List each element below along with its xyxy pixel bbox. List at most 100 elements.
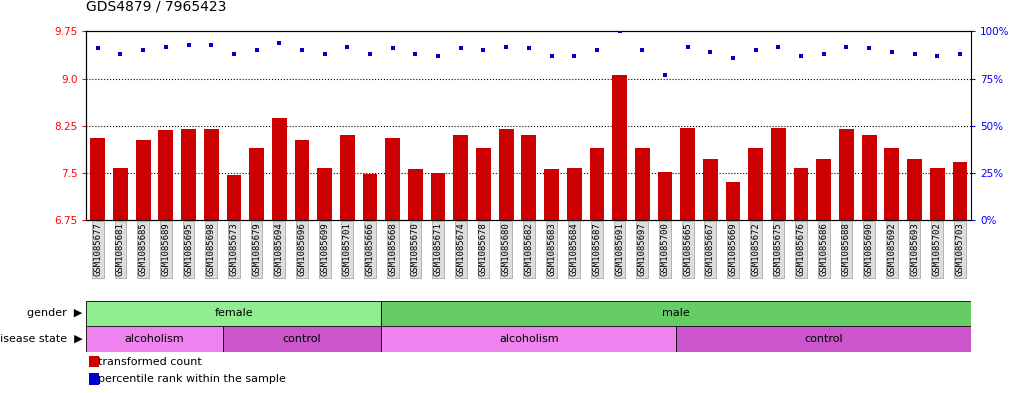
Bar xyxy=(385,138,400,220)
Text: male: male xyxy=(662,309,691,318)
Point xyxy=(930,53,946,59)
Point xyxy=(884,49,900,55)
Bar xyxy=(771,128,786,220)
Point xyxy=(362,51,378,57)
Bar xyxy=(907,159,921,220)
Text: GSM1085679: GSM1085679 xyxy=(252,222,261,276)
Point xyxy=(657,72,673,78)
Point xyxy=(407,51,423,57)
Point xyxy=(203,42,220,48)
Point xyxy=(498,43,515,50)
Bar xyxy=(91,138,105,220)
Bar xyxy=(227,175,241,220)
Point xyxy=(611,28,627,35)
Text: alcoholism: alcoholism xyxy=(125,334,184,344)
Point xyxy=(316,51,333,57)
Bar xyxy=(181,129,196,220)
Bar xyxy=(295,140,309,220)
Bar xyxy=(885,148,899,220)
Text: GDS4879 / 7965423: GDS4879 / 7965423 xyxy=(86,0,227,14)
Text: GSM1085694: GSM1085694 xyxy=(275,222,284,276)
Bar xyxy=(817,159,831,220)
Bar xyxy=(953,162,967,220)
Text: GSM1085695: GSM1085695 xyxy=(184,222,193,276)
Point xyxy=(430,53,446,59)
Text: GSM1085702: GSM1085702 xyxy=(933,222,942,276)
Bar xyxy=(203,129,219,220)
Bar xyxy=(658,172,672,220)
Point xyxy=(793,53,810,59)
Bar xyxy=(136,140,151,220)
Text: GSM1085674: GSM1085674 xyxy=(457,222,466,276)
Bar xyxy=(749,148,763,220)
Point xyxy=(384,45,401,51)
Text: GSM1085670: GSM1085670 xyxy=(411,222,420,276)
Bar xyxy=(363,174,377,220)
Text: GSM1085671: GSM1085671 xyxy=(433,222,442,276)
Text: GSM1085675: GSM1085675 xyxy=(774,222,783,276)
Text: GSM1085665: GSM1085665 xyxy=(683,222,693,276)
Bar xyxy=(726,182,740,220)
Bar xyxy=(381,326,676,352)
Point xyxy=(770,43,786,50)
Text: GSM1085685: GSM1085685 xyxy=(138,222,147,276)
Bar xyxy=(86,326,223,352)
Text: GSM1085672: GSM1085672 xyxy=(752,222,761,276)
Point xyxy=(453,45,469,51)
Point xyxy=(158,43,174,50)
Bar xyxy=(676,326,971,352)
Text: GSM1085667: GSM1085667 xyxy=(706,222,715,276)
Bar xyxy=(793,168,809,220)
Bar xyxy=(476,148,491,220)
Text: GSM1085701: GSM1085701 xyxy=(343,222,352,276)
Text: GSM1085700: GSM1085700 xyxy=(660,222,669,276)
Text: female: female xyxy=(215,309,253,318)
Text: transformed count: transformed count xyxy=(98,357,201,367)
Text: GSM1085692: GSM1085692 xyxy=(887,222,896,276)
Bar xyxy=(680,128,695,220)
Bar xyxy=(381,301,971,326)
Bar xyxy=(272,118,287,220)
Bar xyxy=(249,148,264,220)
Point xyxy=(635,47,651,53)
Point xyxy=(294,47,310,53)
Bar xyxy=(86,301,381,326)
Text: percentile rank within the sample: percentile rank within the sample xyxy=(98,374,286,384)
Bar xyxy=(590,148,604,220)
Bar xyxy=(635,148,650,220)
Text: GSM1085687: GSM1085687 xyxy=(592,222,601,276)
Text: GSM1085688: GSM1085688 xyxy=(842,222,851,276)
Point xyxy=(180,42,196,48)
Text: GSM1085676: GSM1085676 xyxy=(796,222,805,276)
Point xyxy=(816,51,832,57)
Bar xyxy=(861,135,877,220)
Point xyxy=(566,53,583,59)
Bar xyxy=(703,159,718,220)
Point xyxy=(861,45,878,51)
Bar xyxy=(839,129,854,220)
Point xyxy=(521,45,537,51)
Point xyxy=(589,47,605,53)
Point xyxy=(906,51,922,57)
Text: GSM1085696: GSM1085696 xyxy=(297,222,306,276)
Text: GSM1085686: GSM1085686 xyxy=(820,222,828,276)
Text: GSM1085678: GSM1085678 xyxy=(479,222,488,276)
Text: GSM1085683: GSM1085683 xyxy=(547,222,556,276)
Text: GSM1085698: GSM1085698 xyxy=(206,222,216,276)
Text: GSM1085682: GSM1085682 xyxy=(525,222,533,276)
Bar xyxy=(340,135,355,220)
Point xyxy=(679,43,696,50)
Bar xyxy=(566,168,582,220)
Bar xyxy=(612,75,626,220)
Text: GSM1085684: GSM1085684 xyxy=(570,222,579,276)
Point xyxy=(543,53,559,59)
Point xyxy=(725,55,741,61)
Text: disease state  ▶: disease state ▶ xyxy=(0,334,82,344)
Bar xyxy=(223,326,381,352)
Text: GSM1085669: GSM1085669 xyxy=(728,222,737,276)
Point xyxy=(89,45,106,51)
Text: GSM1085668: GSM1085668 xyxy=(388,222,398,276)
Text: GSM1085690: GSM1085690 xyxy=(864,222,874,276)
Point xyxy=(475,47,491,53)
Point xyxy=(838,43,854,50)
